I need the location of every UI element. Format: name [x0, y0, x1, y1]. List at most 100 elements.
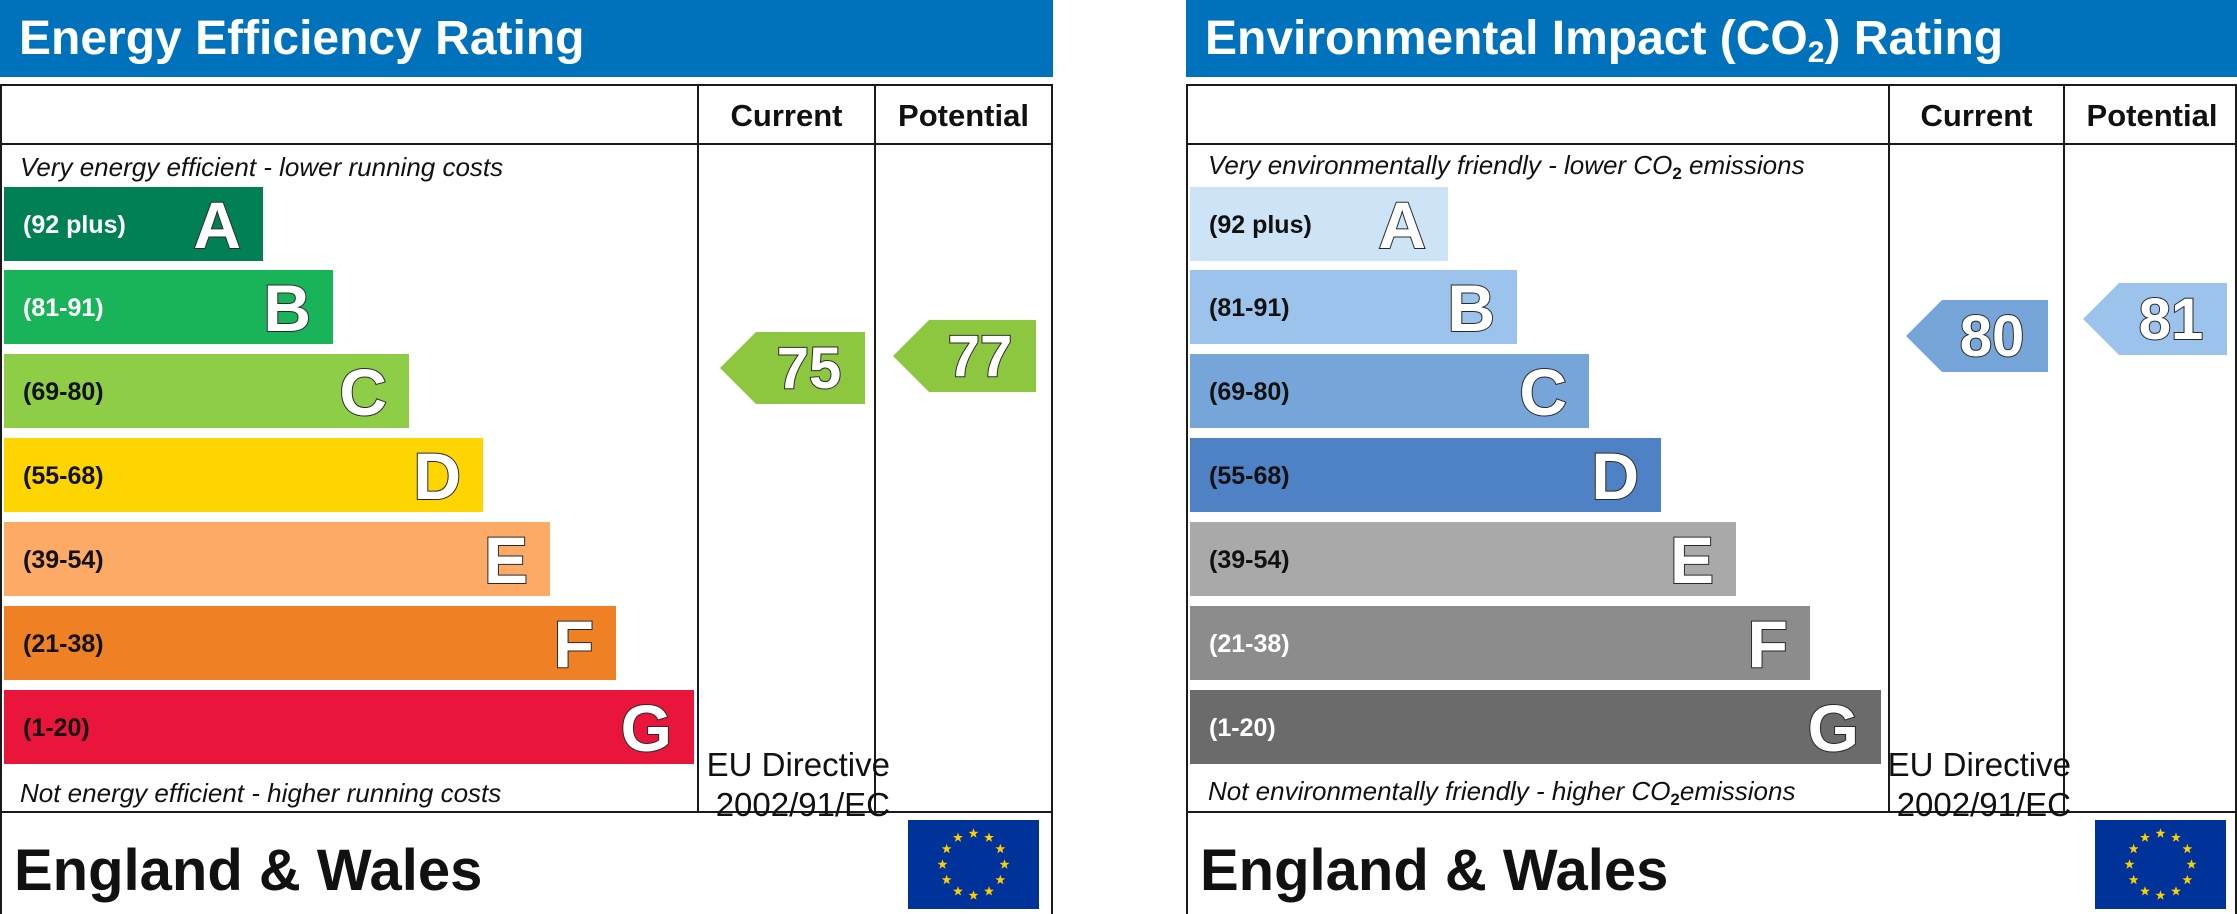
- star-icon: [968, 828, 979, 838]
- marker-shape: [2083, 283, 2227, 355]
- title-text-end: ) Rating: [1824, 12, 2004, 65]
- divider: [1188, 811, 2235, 813]
- rating-band-c: (69-80) C: [1190, 354, 1589, 430]
- environment-top-caption: Very environmentally friendly - lower CO…: [1208, 150, 1805, 183]
- directive-line2: 2002/91/EC: [715, 786, 890, 823]
- star-icon: [2182, 874, 2193, 885]
- band-letter: C: [1518, 354, 1568, 430]
- star-icon: [984, 832, 994, 842]
- rating-band-g: (1-20) G: [1190, 690, 1881, 766]
- band-range-label: (21-38): [23, 630, 104, 658]
- energy-current-value: 75: [776, 335, 843, 402]
- band-range-label: (69-80): [1209, 378, 1290, 406]
- environment-title: Environmental Impact (CO2) Rating: [1186, 0, 2237, 77]
- energy-potential-value: 77: [947, 323, 1014, 390]
- arrow-left-icon: [893, 320, 1036, 392]
- band-range-label: (55-68): [1209, 462, 1290, 490]
- band-range-label: (21-38): [1209, 630, 1290, 658]
- energy-potential-header: Potential: [898, 98, 1029, 133]
- star-icon: [968, 890, 979, 900]
- directive-line1: EU Directive: [706, 746, 890, 783]
- environment-country: England & Wales: [1200, 838, 1669, 903]
- band-range-label: (1-20): [23, 714, 90, 742]
- band-range-label: (55-68): [23, 462, 104, 490]
- energy-current-header: Current: [730, 98, 843, 133]
- rating-band-f: (21-38) F: [1190, 606, 1810, 682]
- caption-subscript: 2: [1672, 164, 1682, 183]
- environment-eu-directive: EU Directive 2002/91/EC: [1861, 745, 2071, 825]
- star-icon: [937, 859, 948, 869]
- environment-current-header: Current: [1920, 98, 2033, 133]
- energy-potential-marker: 77: [893, 320, 1036, 392]
- star-icon: [984, 886, 994, 896]
- star-icon: [995, 874, 1006, 885]
- star-icon: [953, 832, 963, 842]
- divider: [2, 811, 1051, 813]
- divider: [2, 143, 1051, 145]
- band-letter: E: [1669, 522, 1715, 598]
- marker-shape: [720, 332, 865, 404]
- divider: [2063, 86, 2065, 813]
- rating-band-b: (81-91) B: [4, 270, 333, 346]
- rating-band-e: (39-54) E: [1190, 522, 1736, 598]
- star-icon: [2140, 832, 2150, 842]
- rating-band-a: (92 plus) A: [4, 187, 263, 263]
- band-range-label: (39-54): [1209, 546, 1290, 574]
- star-icon: [995, 843, 1006, 854]
- caption-text: Very environmentally friendly - lower CO: [1208, 150, 1673, 180]
- star-icon: [941, 843, 952, 854]
- environment-potential-header: Potential: [2086, 98, 2218, 133]
- band-letter: B: [1446, 270, 1496, 346]
- star-icon: [2186, 859, 2197, 869]
- band-range-label: (92 plus): [1209, 211, 1312, 239]
- star-icon: [2155, 890, 2166, 900]
- star-icon: [2182, 843, 2193, 854]
- arrow-left-icon: [1906, 300, 2048, 372]
- divider: [697, 86, 699, 813]
- band-range-label: (81-91): [23, 294, 104, 322]
- energy-top-caption: Very energy efficient - lower running co…: [20, 152, 504, 182]
- environment-bottom-caption: Not environmentally friendly - higher CO…: [1208, 776, 1796, 808]
- band-letter: D: [412, 438, 462, 514]
- energy-title: Energy Efficiency Rating: [0, 0, 1053, 77]
- band-letter: A: [192, 187, 242, 263]
- star-icon: [2171, 832, 2181, 842]
- environment-current-value: 80: [1959, 303, 2026, 370]
- title-text: Environmental Impact (CO: [1205, 12, 1808, 65]
- divider: [1188, 143, 2235, 145]
- band-letter: B: [262, 270, 312, 346]
- band-range-label: (1-20): [1209, 714, 1276, 742]
- energy-country: England & Wales: [14, 838, 483, 903]
- star-icon: [2124, 859, 2135, 869]
- title-subscript: 2: [1807, 36, 1825, 69]
- star-icon: [2128, 874, 2139, 885]
- rating-band-f: (21-38) F: [4, 606, 616, 682]
- caption-text-end: emissions: [1679, 776, 1796, 806]
- star-icon: [2128, 843, 2139, 854]
- star-icon: [2155, 828, 2166, 838]
- rating-band-g: (1-20) G: [4, 690, 694, 766]
- rating-band-a: (92 plus) A: [1190, 187, 1448, 263]
- arrow-left-icon: [720, 332, 865, 404]
- band-letter: E: [483, 522, 529, 598]
- eu-stars-icon: [2124, 828, 2197, 900]
- marker-shape: [1906, 300, 2048, 372]
- eu-stars-icon: [937, 828, 1010, 900]
- band-letter: C: [338, 354, 388, 430]
- rating-band-b: (81-91) B: [1190, 270, 1517, 346]
- energy-bottom-caption: Not energy efficient - higher running co…: [20, 778, 502, 808]
- environmental-impact-panel: Environmental Impact (CO2) Rating Curren…: [1186, 0, 2237, 914]
- band-range-label: (39-54): [23, 546, 104, 574]
- environment-current-marker: 80: [1906, 300, 2048, 372]
- band-letter: F: [553, 606, 595, 682]
- band-range-label: (92 plus): [23, 211, 126, 239]
- band-range-label: (69-80): [23, 378, 104, 406]
- band-letter: G: [620, 690, 673, 766]
- rating-band-d: (55-68) D: [4, 438, 483, 514]
- energy-current-marker: 75: [720, 332, 865, 404]
- eu-flag-icon: [908, 820, 1039, 909]
- band-letter: F: [1747, 606, 1789, 682]
- rating-band-e: (39-54) E: [4, 522, 550, 598]
- environment-potential-marker: 81: [2083, 283, 2227, 355]
- rating-band-d: (55-68) D: [1190, 438, 1661, 514]
